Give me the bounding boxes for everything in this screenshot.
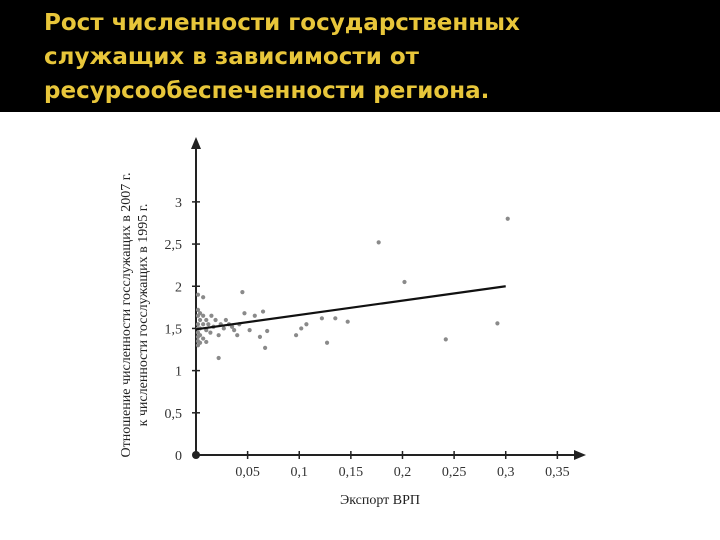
- data-point: [247, 328, 252, 333]
- data-point: [263, 345, 268, 350]
- data-point: [197, 333, 203, 338]
- data-point: [197, 317, 203, 323]
- x-tick-label: 0,3: [497, 465, 515, 480]
- y-tick-label: 3: [175, 196, 182, 211]
- data-point: [204, 317, 209, 323]
- data-points: [195, 216, 510, 361]
- y-axis-arrow: [191, 137, 201, 149]
- axes: [191, 137, 586, 460]
- x-tick-label: 0,25: [442, 465, 467, 480]
- data-point: [333, 316, 338, 321]
- data-point: [201, 295, 206, 300]
- title-band: Рост численности государственных служащи…: [0, 0, 720, 112]
- data-point: [242, 311, 247, 316]
- data-point: [216, 355, 221, 361]
- slide-title: Рост численности государственных служащи…: [44, 10, 520, 104]
- data-point: [201, 322, 206, 327]
- x-tick-label: 0,05: [235, 465, 260, 480]
- y-tick-label: 2,5: [165, 238, 183, 253]
- data-point: [376, 240, 381, 245]
- data-point: [229, 324, 235, 329]
- data-point: [204, 339, 209, 345]
- data-point: [209, 313, 214, 318]
- data-point: [197, 311, 203, 316]
- data-point: [345, 319, 350, 324]
- data-point: [304, 322, 309, 327]
- trend-line-group: [195, 285, 506, 331]
- data-point: [201, 313, 206, 318]
- x-tick-label: 0,2: [394, 465, 412, 480]
- x-tick-label: 0,1: [290, 465, 308, 480]
- data-point: [195, 322, 201, 327]
- trend-line: [195, 285, 506, 331]
- x-axis-title: Экспорт ВРП: [340, 493, 420, 508]
- x-tick-label: 0,35: [545, 465, 570, 480]
- y-tick-label: 1,5: [165, 322, 183, 337]
- data-point: [319, 316, 324, 321]
- data-point: [443, 337, 448, 342]
- y-axis-title-line: к численности госслужащих в 1995 г.: [136, 204, 151, 427]
- data-point: [495, 321, 500, 326]
- data-point: [257, 334, 263, 339]
- data-point: [197, 340, 203, 345]
- data-point: [195, 307, 201, 312]
- origin-dot: [192, 451, 200, 459]
- tick-labels: 0 0,5 1 1,5 2 2,5 3 0,05 0,1 0,15 0,2 0,25 0,3 0,35 Эк…: [119, 173, 570, 508]
- y-tick-label: 2: [175, 280, 182, 295]
- data-point: [201, 336, 206, 341]
- data-point: [206, 322, 211, 327]
- x-axis-arrow: [574, 450, 586, 460]
- y-tick-label: 1: [175, 365, 182, 380]
- data-point: [293, 333, 299, 338]
- data-point: [240, 290, 245, 295]
- data-point: [213, 317, 218, 323]
- data-point: [223, 317, 228, 323]
- data-point: [299, 326, 304, 331]
- y-tick-label: 0,5: [165, 407, 183, 422]
- data-point: [252, 313, 257, 318]
- y-tick-label: 0: [175, 449, 182, 464]
- data-point: [265, 328, 270, 334]
- data-point: [324, 340, 330, 345]
- data-point: [232, 328, 237, 333]
- data-point: [216, 333, 221, 338]
- y-axis-title-line: Отношение численности госслужащих в 2007…: [119, 173, 134, 458]
- data-point: [235, 333, 240, 338]
- data-point: [208, 330, 213, 335]
- data-point: [195, 292, 201, 297]
- x-tick-label: 0,15: [339, 465, 364, 480]
- data-point: [402, 279, 407, 285]
- data-point: [260, 309, 266, 314]
- data-point: [505, 216, 510, 221]
- data-point: [221, 326, 226, 331]
